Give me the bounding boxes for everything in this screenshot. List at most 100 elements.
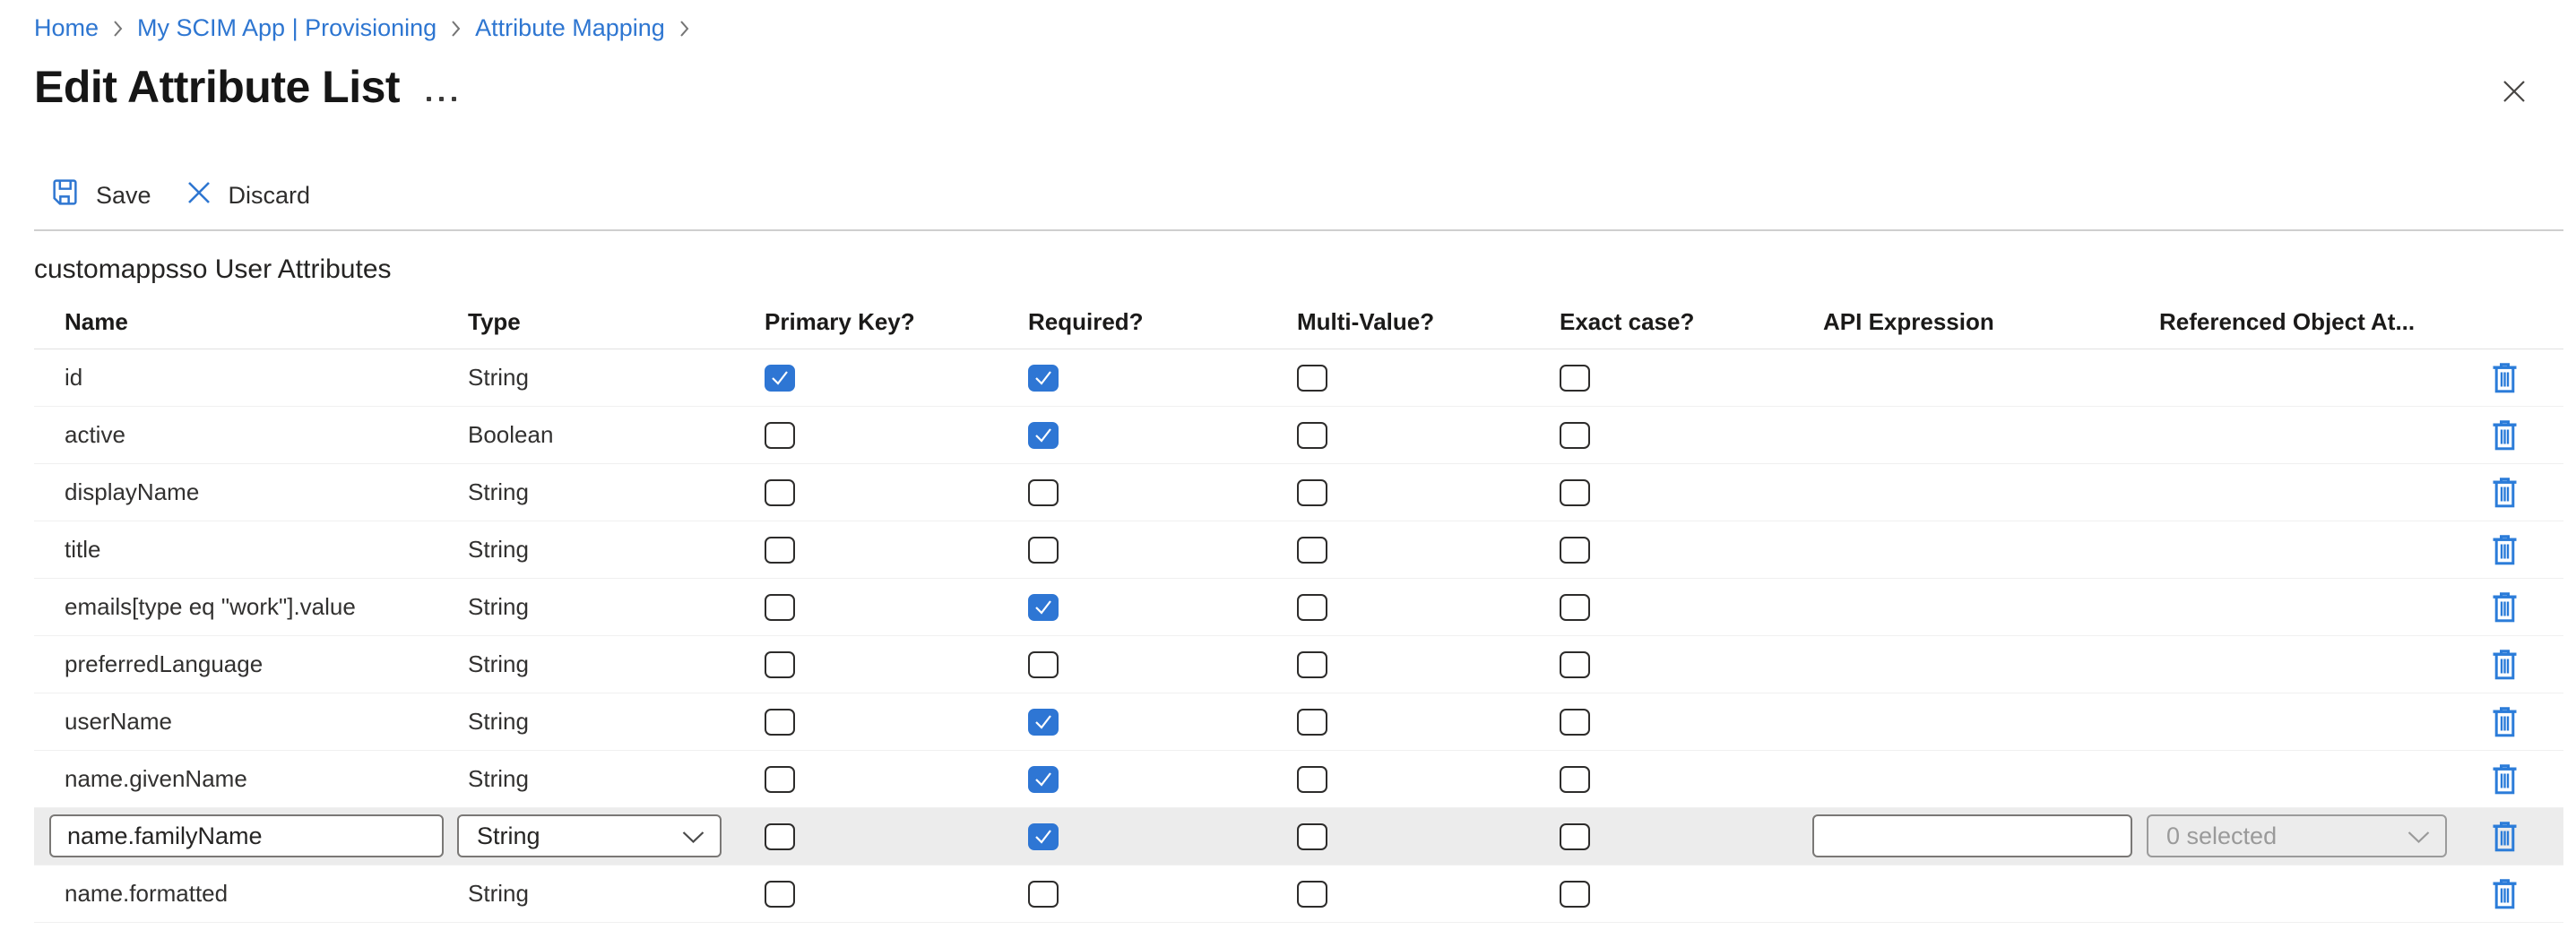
breadcrumb-scim-app[interactable]: My SCIM App | Provisioning: [137, 14, 437, 41]
exact-case-cell: [1556, 421, 1823, 449]
attribute-name: preferredLanguage: [65, 650, 264, 677]
breadcrumb-home[interactable]: Home: [34, 14, 99, 41]
table-row: id String: [34, 349, 2563, 407]
multi-value-checkbox[interactable]: [1297, 536, 1327, 564]
trash-icon[interactable]: [2491, 591, 2519, 623]
exact-case-checkbox[interactable]: [1560, 650, 1590, 678]
multi-value-checkbox[interactable]: [1297, 822, 1327, 850]
attribute-name-input[interactable]: [49, 814, 444, 857]
multi-value-checkbox[interactable]: [1297, 765, 1327, 793]
trash-icon[interactable]: [2491, 878, 2519, 909]
exact-case-cell: [1556, 593, 1823, 621]
primary-key-checkbox[interactable]: [765, 880, 795, 908]
exact-case-checkbox[interactable]: [1560, 708, 1590, 736]
col-primary-key: Primary Key?: [765, 308, 915, 335]
close-icon[interactable]: [2499, 76, 2529, 107]
api-expression-input[interactable]: [1812, 814, 2132, 857]
primary-key-checkbox[interactable]: [765, 593, 795, 621]
primary-key-cell: [761, 822, 1024, 850]
primary-key-checkbox[interactable]: [765, 765, 795, 793]
multi-value-checkbox[interactable]: [1297, 478, 1327, 506]
required-checkbox[interactable]: [1028, 822, 1059, 850]
primary-key-checkbox[interactable]: [765, 421, 795, 449]
required-cell: [1024, 421, 1293, 449]
col-type: Type: [468, 308, 521, 335]
chevron-right-icon: [679, 18, 690, 39]
trash-icon[interactable]: [2491, 763, 2519, 795]
save-label: Save: [96, 181, 151, 209]
trash-icon[interactable]: [2491, 821, 2519, 852]
exact-case-checkbox[interactable]: [1560, 421, 1590, 449]
multi-value-cell: [1293, 880, 1556, 908]
discard-button[interactable]: Discard: [186, 179, 310, 212]
delete-cell: [2445, 878, 2563, 909]
table-row: userName String: [34, 693, 2563, 751]
required-cell: [1024, 880, 1293, 908]
primary-key-checkbox[interactable]: [765, 708, 795, 736]
multi-value-cell: [1293, 765, 1556, 793]
trash-icon[interactable]: [2491, 706, 2519, 737]
multi-value-checkbox[interactable]: [1297, 421, 1327, 449]
multi-value-checkbox[interactable]: [1297, 364, 1327, 392]
required-checkbox[interactable]: [1028, 593, 1059, 621]
exact-case-checkbox[interactable]: [1560, 765, 1590, 793]
attribute-type-select[interactable]: String: [457, 814, 722, 857]
exact-case-checkbox[interactable]: [1560, 880, 1590, 908]
attribute-type: String: [468, 478, 529, 505]
exact-case-checkbox[interactable]: [1560, 822, 1590, 850]
primary-key-checkbox[interactable]: [765, 650, 795, 678]
trash-icon[interactable]: [2491, 649, 2519, 680]
required-checkbox[interactable]: [1028, 650, 1059, 678]
trash-icon[interactable]: [2491, 534, 2519, 565]
trash-icon[interactable]: [2491, 362, 2519, 393]
trash-icon[interactable]: [2491, 419, 2519, 451]
attribute-type: String: [468, 650, 529, 677]
referenced-object-multiselect[interactable]: 0 selected: [2147, 814, 2447, 857]
required-checkbox[interactable]: [1028, 536, 1059, 564]
primary-key-checkbox[interactable]: [765, 536, 795, 564]
required-checkbox[interactable]: [1028, 880, 1059, 908]
primary-key-checkbox[interactable]: [765, 822, 795, 850]
table-row: active Boolean: [34, 407, 2563, 464]
chevron-right-icon: [112, 18, 124, 39]
primary-key-checkbox[interactable]: [765, 364, 795, 392]
attribute-name: emails[type eq "work"].value: [65, 593, 356, 620]
exact-case-checkbox[interactable]: [1560, 536, 1590, 564]
col-required: Required?: [1028, 308, 1144, 335]
attribute-type: Boolean: [468, 421, 554, 448]
exact-case-checkbox[interactable]: [1560, 364, 1590, 392]
required-checkbox[interactable]: [1028, 708, 1059, 736]
required-cell: [1024, 708, 1293, 736]
col-api-expression: API Expression: [1823, 308, 1994, 335]
referenced-object-multiselect-value: 0 selected: [2166, 822, 2278, 849]
multi-value-checkbox[interactable]: [1297, 880, 1327, 908]
required-checkbox[interactable]: [1028, 765, 1059, 793]
delete-cell: [2445, 706, 2563, 737]
attribute-name: userName: [65, 708, 172, 735]
required-cell: [1024, 650, 1293, 678]
multi-value-checkbox[interactable]: [1297, 708, 1327, 736]
exact-case-checkbox[interactable]: [1560, 478, 1590, 506]
attribute-name: name.formatted: [65, 880, 229, 907]
table-row: name.formatted String: [34, 865, 2563, 923]
multi-value-checkbox[interactable]: [1297, 593, 1327, 621]
command-bar: Save Discard: [50, 177, 310, 213]
attribute-name: active: [65, 421, 125, 448]
breadcrumb-attribute-mapping[interactable]: Attribute Mapping: [475, 14, 665, 41]
multi-value-checkbox[interactable]: [1297, 650, 1327, 678]
required-cell: [1024, 765, 1293, 793]
required-checkbox[interactable]: [1028, 478, 1059, 506]
chevron-down-icon: [681, 822, 705, 850]
required-checkbox[interactable]: [1028, 364, 1059, 392]
primary-key-cell: [761, 364, 1024, 392]
primary-key-checkbox[interactable]: [765, 478, 795, 506]
primary-key-cell: [761, 478, 1024, 506]
delete-cell: [2445, 649, 2563, 680]
required-checkbox[interactable]: [1028, 421, 1059, 449]
save-button[interactable]: Save: [50, 177, 151, 213]
more-options-icon[interactable]: [427, 97, 457, 109]
attribute-name: name.givenName: [65, 765, 247, 792]
trash-icon[interactable]: [2491, 477, 2519, 508]
exact-case-checkbox[interactable]: [1560, 593, 1590, 621]
chevron-right-icon: [450, 18, 462, 39]
